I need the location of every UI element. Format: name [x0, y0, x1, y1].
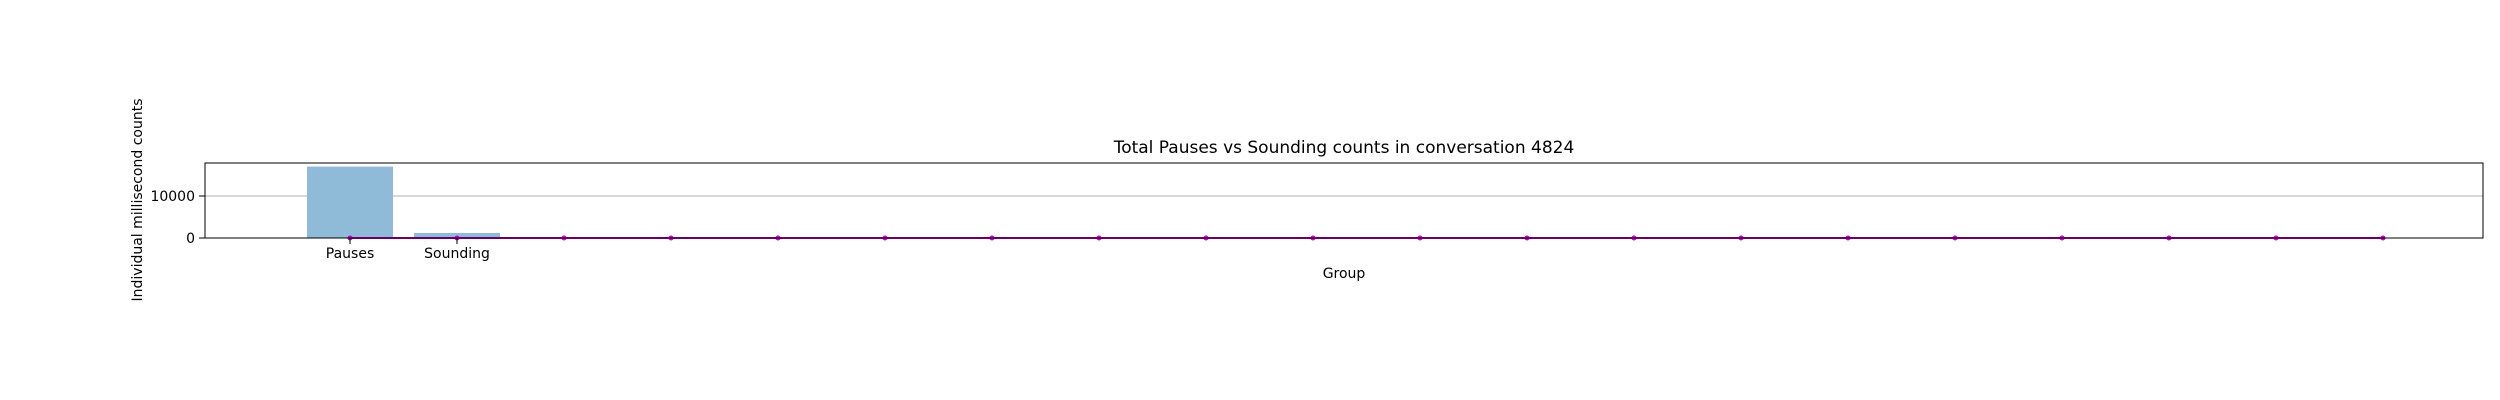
bar-sounding	[414, 232, 500, 238]
plot-frame	[204, 162, 2484, 239]
y-tick-label: 10000	[150, 189, 195, 205]
x-ticks: Pauses Sounding	[326, 238, 490, 262]
grid-layer	[205, 195, 2483, 239]
bars-layer	[307, 166, 500, 238]
bar-pauses	[307, 166, 393, 238]
chart-title: Total Pauses vs Sounding counts in conve…	[1113, 138, 1575, 158]
y-ticks: 0 10000	[150, 189, 205, 247]
x-tick-label: Pauses	[326, 246, 374, 262]
x-tick-label: Sounding	[424, 246, 490, 262]
y-axis-label: Individual millisecond counts	[130, 99, 146, 302]
x-axis-label: Group	[1323, 266, 1366, 282]
y-tick-label: 0	[186, 231, 195, 247]
